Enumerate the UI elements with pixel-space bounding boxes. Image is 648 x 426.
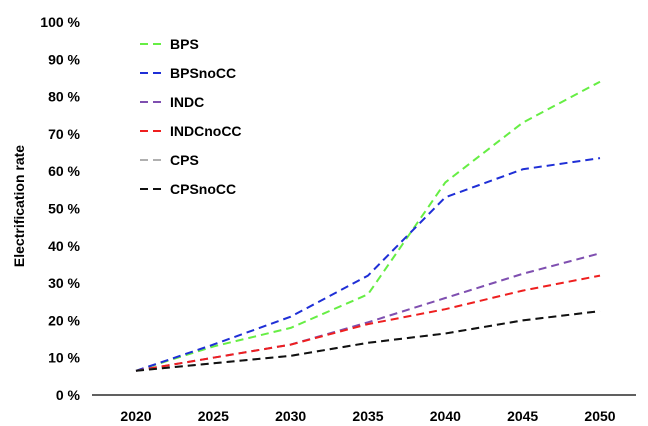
x-tick-label: 2030	[275, 408, 306, 424]
series-line-indcnocc	[135, 274, 601, 372]
series-line-cpsnocc	[135, 310, 601, 372]
series-line-bpsnocc	[135, 157, 601, 372]
legend-label: CPS	[170, 152, 199, 168]
x-tick-label: 2020	[120, 408, 151, 424]
y-tick-label: 90 %	[48, 51, 80, 67]
legend-item: CPS	[140, 152, 199, 168]
x-tick-label: 2045	[507, 408, 538, 424]
legend-label: INDC	[170, 94, 204, 110]
x-tick-label: 2050	[584, 408, 615, 424]
legend-item: CPSnoCC	[140, 181, 236, 197]
x-tick-label: 2035	[352, 408, 383, 424]
legend-item: BPS	[140, 36, 199, 52]
y-tick-label: 60 %	[48, 163, 80, 179]
series-line-bps	[135, 80, 601, 372]
series-lines	[135, 80, 601, 372]
y-axis-title: Electrification rate	[11, 145, 27, 267]
y-tick-label: 80 %	[48, 89, 80, 105]
y-axis-tick-labels: 0 % 10 % 20 % 30 % 40 % 50 % 60 % 70 % 80 % 90 % 1…	[40, 14, 80, 403]
legend-label: INDCnoCC	[170, 123, 242, 139]
legend: BPS BPSnoCC INDC INDCnoCC CPS CPSnoCC	[140, 36, 242, 197]
y-tick-label: 40 %	[48, 238, 80, 254]
x-tick-label: 2040	[430, 408, 461, 424]
x-axis-tick-labels: 2020 2025 2030 2035 2040 2045 2050	[120, 408, 615, 424]
y-tick-label: 100 %	[40, 14, 80, 30]
y-tick-label: 30 %	[48, 275, 80, 291]
legend-label: BPSnoCC	[170, 65, 236, 81]
legend-label: CPSnoCC	[170, 181, 236, 197]
y-tick-label: 70 %	[48, 126, 80, 142]
legend-label: BPS	[170, 36, 199, 52]
series-line-indc	[135, 252, 601, 372]
y-tick-label: 0 %	[56, 387, 81, 403]
y-tick-label: 20 %	[48, 312, 80, 328]
legend-item: INDCnoCC	[140, 123, 242, 139]
legend-item: INDC	[140, 94, 204, 110]
x-tick-label: 2025	[198, 408, 229, 424]
legend-item: BPSnoCC	[140, 65, 236, 81]
y-tick-label: 50 %	[48, 201, 80, 217]
y-tick-label: 10 %	[48, 350, 80, 366]
